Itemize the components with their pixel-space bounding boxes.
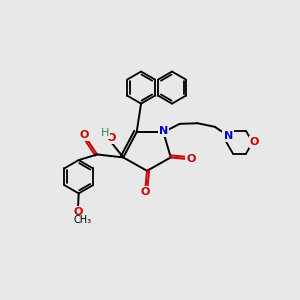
Text: CH₃: CH₃ (73, 214, 91, 224)
Text: O: O (250, 137, 259, 147)
Text: O: O (106, 133, 116, 142)
Text: H: H (100, 128, 109, 138)
Text: O: O (74, 207, 83, 217)
Text: O: O (141, 187, 150, 196)
Text: O: O (79, 130, 89, 140)
Text: N: N (159, 126, 168, 136)
Text: O: O (186, 154, 196, 164)
Text: N: N (224, 131, 233, 141)
